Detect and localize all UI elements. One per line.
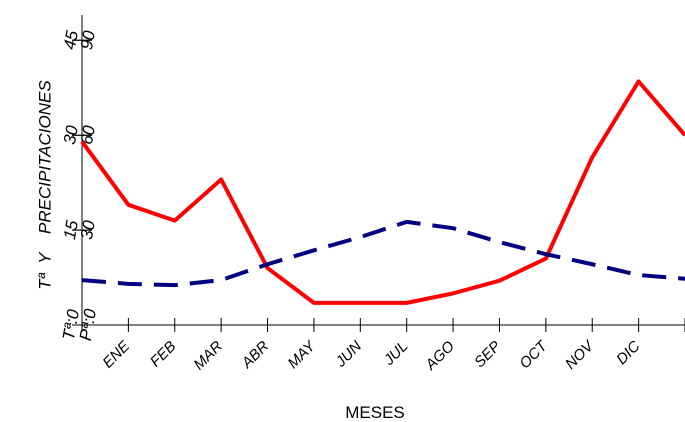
y-tick-label: 90 (77, 29, 99, 51)
x-tick-label: NOV (562, 336, 598, 372)
series-line (81, 219, 685, 288)
y-tick-label: 15 (60, 218, 82, 240)
x-tick-label: JUN (332, 338, 365, 371)
x-tick-label: ENE (99, 337, 134, 372)
x-tick-label: AGO (422, 338, 459, 375)
x-tick-label: ABR (238, 338, 273, 373)
x-tick-label: DIC (613, 338, 643, 368)
series-line (80, 79, 685, 305)
x-tick-label: FEB (147, 338, 180, 371)
x-tick-label: MAR (190, 338, 226, 374)
y-axis-title: Tª Y PRECIPITACIONES (35, 80, 54, 290)
x-tick-label: JUL (380, 338, 412, 370)
y-tick-label: 30 (60, 124, 82, 146)
x-tick-label: SEP (471, 338, 504, 371)
y-tick-label: 60 (77, 124, 99, 146)
y-tick-label: 45 (60, 29, 82, 51)
x-axis-title: MESES (345, 403, 405, 422)
y-tick-label: 30 (77, 218, 99, 240)
x-tick-label: MAY (285, 337, 320, 372)
x-tick-label: OCT (516, 337, 552, 373)
